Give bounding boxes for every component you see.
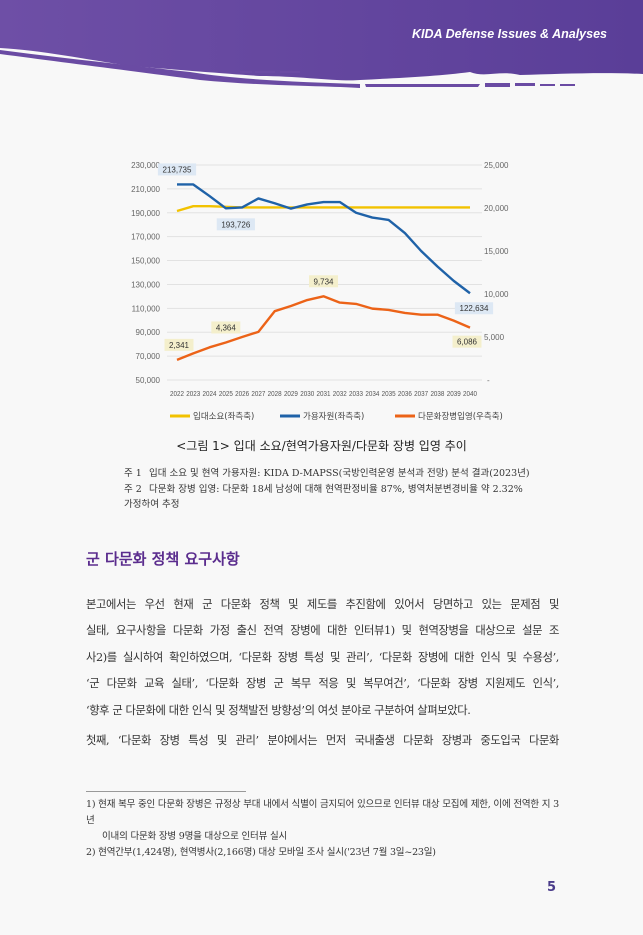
series-line bbox=[176, 183, 471, 295]
footnote-line: 1) 현재 복무 중인 다문화 장병은 규정상 부대 내에서 식별이 금지되어 … bbox=[86, 798, 559, 826]
right-axis-tick-label: 20,000 bbox=[484, 204, 509, 213]
x-axis-tick-label: 2034 bbox=[365, 389, 379, 398]
x-axis-tick-label: 2028 bbox=[268, 389, 282, 398]
x-axis-tick-label: 2037 bbox=[414, 389, 428, 398]
x-axis-tick-label: 2024 bbox=[203, 389, 217, 398]
x-axis-tick-label: 2027 bbox=[251, 389, 265, 398]
data-label-box bbox=[157, 163, 197, 176]
x-axis-tick-label: 2023 bbox=[186, 389, 200, 398]
right-axis-tick-label: 10,000 bbox=[484, 290, 509, 299]
right-axis-tick-label: - bbox=[487, 376, 490, 385]
line-chart: 50,000 70,000 90,000 110,000 130,000 150,000 1… bbox=[131, 161, 509, 422]
left-axis-tick-label: 150,000 bbox=[131, 257, 160, 266]
data-label: 4,364 bbox=[216, 323, 237, 332]
paragraph-line: ‘군 다문화 교육 실태’, ‘다문화 장병 군 복무 적응 및 복무여건’, … bbox=[86, 677, 559, 690]
note-label: 주 2 bbox=[124, 483, 142, 495]
data-label: 193,726 bbox=[221, 220, 250, 229]
left-axis-tick-label: 230,000 bbox=[131, 161, 160, 170]
data-label-box bbox=[452, 335, 482, 348]
right-axis-tick-label: 5,000 bbox=[484, 333, 505, 342]
data-label-box bbox=[309, 275, 338, 288]
x-axis-tick-label: 2029 bbox=[284, 389, 298, 398]
note-text: 입대 소요 및 현역 가용자원: KIDA D-MAPSS(국방인력운영 분석과… bbox=[149, 468, 530, 479]
text-column: 주 1 입대 소요 및 현역 가용자원: KIDA D-MAPSS(국방인력운영… bbox=[86, 466, 559, 861]
figure-caption: <그림 1> 입대 소요/현역가용자원/다문화 장병 입영 추이 bbox=[176, 439, 467, 453]
paragraph-line: 사2)를 실시하여 확인하였으며, ‘다문화 장병 특성 및 관리’, ‘다문화… bbox=[86, 650, 559, 664]
series-line bbox=[176, 295, 471, 361]
x-axis-tick-label: 2032 bbox=[333, 389, 347, 398]
left-axis-tick-label: 210,000 bbox=[131, 185, 160, 194]
right-axis-tick-label: 25,000 bbox=[484, 161, 509, 170]
left-axis-tick-label: 50,000 bbox=[136, 376, 161, 385]
x-axis-tick-label: 2026 bbox=[235, 389, 249, 398]
note-text: 다문화 장병 입영: 다문화 18세 남성에 대해 현역판정비율 87%, 병역… bbox=[149, 483, 523, 495]
legend-label: 다문화장병입영(우측축) bbox=[418, 411, 503, 422]
figure-note-1: 주 1 입대 소요 및 현역 가용자원: KIDA D-MAPSS(국방인력운영… bbox=[86, 466, 559, 482]
x-axis-tick-label: 2040 bbox=[463, 389, 477, 398]
data-label-box bbox=[216, 218, 255, 231]
x-axis-tick-label: 2038 bbox=[430, 389, 444, 398]
x-axis-tick-label: 2030 bbox=[300, 389, 314, 398]
paragraph-line: 실태, 요구사항을 다문화 가정 출신 전역 장병에 대한 인터뷰1) 및 현역… bbox=[86, 624, 559, 637]
data-label-box bbox=[211, 321, 241, 334]
data-label: 2,341 bbox=[169, 341, 190, 350]
header-brush-graphic bbox=[0, 0, 643, 88]
body-text: 본고에서는 우선 현재 군 다문화 정책 및 제도를 추진함에 있어서 당면하고… bbox=[86, 592, 559, 755]
x-axis-tick-label: 2036 bbox=[398, 389, 412, 398]
footnotes: 1) 현재 복무 중인 다문화 장병은 규정상 부대 내에서 식별이 금지되어 … bbox=[86, 797, 559, 861]
footnote-1: 1) 현재 복무 중인 다문화 장병은 규정상 부대 내에서 식별이 금지되어 … bbox=[86, 797, 559, 845]
figure-note-2: 주 2 다문화 장병 입영: 다문화 18세 남성에 대해 현역판정비율 87%… bbox=[86, 482, 559, 498]
note-label: 주 1 bbox=[124, 468, 142, 479]
publication-title: KIDA Defense Issues & Analyses bbox=[412, 27, 607, 41]
page-number: 5 bbox=[547, 880, 557, 895]
data-label-box bbox=[454, 302, 494, 315]
page-header-banner: KIDA Defense Issues & Analyses bbox=[0, 0, 643, 90]
paragraph-line: 첫째, ‘다문화 장병 특성 및 관리’ 분야에서는 먼저 국내출생 다문화 장… bbox=[86, 734, 559, 747]
left-axis-tick-label: 70,000 bbox=[136, 352, 161, 361]
series-line bbox=[176, 205, 470, 213]
x-axis-tick-label: 2031 bbox=[317, 389, 331, 398]
footnote-2: 2) 현역간부(1,424명), 현역병사(2,166명) 대상 모바일 조사 … bbox=[86, 846, 436, 858]
left-axis-tick-label: 170,000 bbox=[131, 233, 160, 242]
data-label: 9,734 bbox=[313, 277, 334, 286]
left-axis-tick-label: 130,000 bbox=[131, 280, 160, 289]
footnote-line: 이내의 다문화 장병 9명을 대상으로 인터뷰 실시 bbox=[102, 830, 288, 842]
left-axis-tick-label: 90,000 bbox=[136, 328, 161, 337]
right-axis-tick-label: 15,000 bbox=[484, 247, 509, 256]
paragraph-line: ‘향후 군 다문화에 대한 인식 및 정책발전 방향성’의 여섯 분야로 구분하… bbox=[86, 703, 471, 717]
data-label: 213,735 bbox=[163, 165, 192, 174]
paragraph-line: 본고에서는 우선 현재 군 다문화 정책 및 제도를 추진함에 있어서 당면하고… bbox=[86, 597, 559, 611]
legend-label: 가용자원(좌측축) bbox=[303, 412, 364, 422]
figure-note-2-cont: 가정하여 추정 bbox=[124, 499, 180, 510]
data-label: 6,086 bbox=[457, 338, 478, 347]
left-axis-tick-label: 110,000 bbox=[132, 304, 161, 313]
left-axis-tick-label: 190,000 bbox=[131, 209, 160, 218]
x-axis-tick-label: 2039 bbox=[447, 389, 461, 398]
x-axis-tick-label: 2025 bbox=[219, 389, 233, 398]
footnote-divider bbox=[86, 790, 246, 792]
x-axis-tick-label: 2022 bbox=[170, 389, 184, 398]
section-heading: 군 다문화 정책 요구사항 bbox=[86, 549, 240, 568]
x-axis-tick-label: 2035 bbox=[382, 389, 396, 398]
legend-label: 입대소요(좌측축) bbox=[193, 412, 254, 422]
data-label-box bbox=[164, 338, 194, 351]
x-axis-tick-label: 2033 bbox=[349, 389, 363, 398]
data-label: 122,634 bbox=[460, 304, 489, 313]
